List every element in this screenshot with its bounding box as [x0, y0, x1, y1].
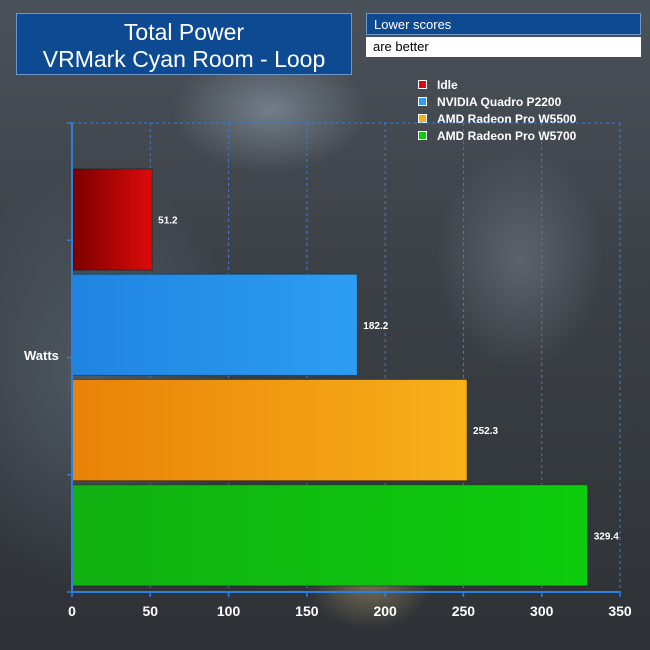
- x-tick-label: 300: [530, 603, 554, 619]
- bar-1: [71, 273, 358, 376]
- legend-item-quadro-p2200: NVIDIA Quadro P2200: [418, 93, 576, 110]
- bar-3: [71, 484, 589, 587]
- value-label-1: 182.2: [363, 321, 388, 332]
- chart-title-line-1: Total Power: [123, 19, 245, 45]
- note-lower-scores: Lower scores: [366, 13, 641, 35]
- value-labels: 51.2 182.2 252.3 329.4: [158, 216, 619, 543]
- legend-label-idle: Idle: [437, 77, 458, 92]
- axes: 0 50 100 150 200 250 300 350: [67, 122, 632, 619]
- bar-0: [71, 168, 153, 271]
- legend-swatch-w5700: [418, 131, 427, 140]
- chart-legend: Idle NVIDIA Quadro P2200 AMD Radeon Pro …: [418, 76, 576, 144]
- chart-title: Total Power VRMark Cyan Room - Loop: [16, 13, 352, 75]
- legend-swatch-quadro-p2200: [418, 97, 427, 106]
- value-label-3: 329.4: [594, 531, 619, 542]
- x-tick-label: 0: [68, 603, 76, 619]
- bars: [71, 168, 589, 587]
- note-are-better: are better: [366, 37, 641, 57]
- legend-item-idle: Idle: [418, 76, 576, 93]
- x-tick-label: 50: [142, 603, 158, 619]
- x-tick-label: 350: [608, 603, 632, 619]
- legend-label-quadro-p2200: NVIDIA Quadro P2200: [437, 94, 562, 109]
- chart-title-line-2: VRMark Cyan Room - Loop: [42, 46, 326, 72]
- x-tick-label: 150: [295, 603, 319, 619]
- x-tick-label: 200: [373, 603, 397, 619]
- legend-swatch-idle: [418, 80, 427, 89]
- value-label-2: 252.3: [473, 426, 498, 437]
- bar-2: [71, 379, 468, 482]
- x-tick-label: 100: [217, 603, 241, 619]
- legend-label-w5500: AMD Radeon Pro W5500: [437, 111, 577, 126]
- value-label-0: 51.2: [158, 216, 178, 227]
- y-axis-label: Watts: [24, 348, 59, 363]
- x-tick-label: 250: [452, 603, 476, 619]
- legend-item-w5500: AMD Radeon Pro W5500: [418, 110, 576, 127]
